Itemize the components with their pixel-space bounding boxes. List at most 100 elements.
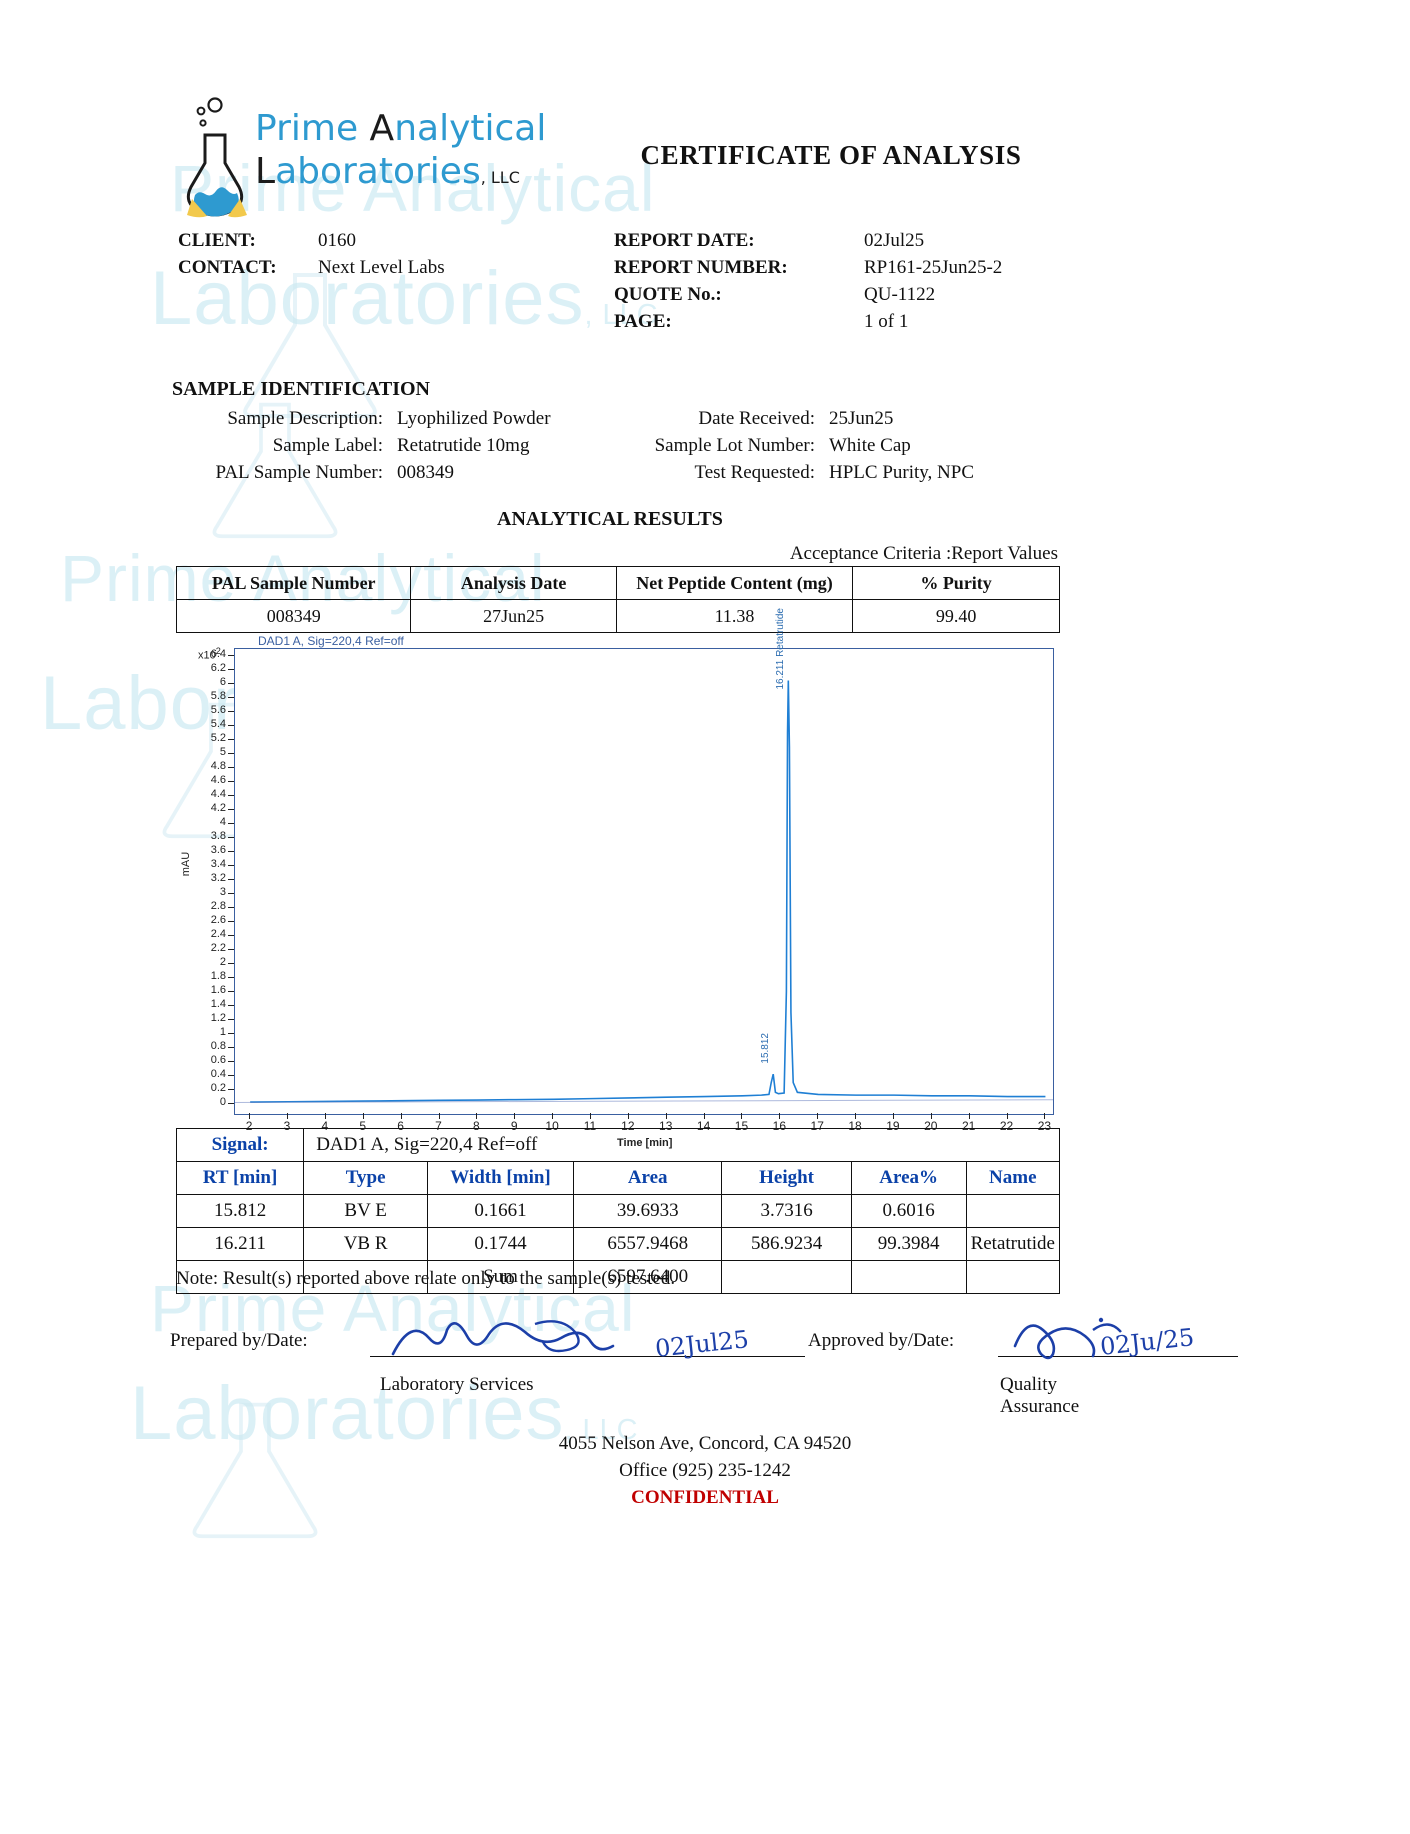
contact-value: Next Level Labs [318,257,445,278]
y-tick-mark [228,836,234,838]
peak-header-row: RT [min] Type Width [min] Area Height Ar… [175,1161,1061,1195]
table-row: 16.211 VB R 0.1744 6557.9468 586.9234 99… [175,1227,1061,1261]
sample-identification-left: Sample Description: Lyophilized Powder Sa… [198,408,551,489]
cell-area: 6557.9468 [572,1227,723,1261]
cell-analysis-date: 27Jun25 [410,599,617,633]
table-row: 008349 27Jun25 11.38 99.40 [175,599,1060,633]
y-tick-mark [228,850,234,852]
x-tick-mark [627,1113,629,1119]
x-tick-mark [779,1113,781,1119]
y-tick-label: 1.6 [210,983,226,996]
sum-label: Sum [427,1260,574,1294]
x-tick-mark [514,1113,516,1119]
cell-percent-purity: 99.40 [852,599,1060,633]
x-tick-mark [741,1113,743,1119]
y-tick-mark [228,1088,234,1090]
report-number-value: RP161-25Jun25-2 [864,257,1003,278]
y-tick-label: 5.2 [210,731,226,744]
y-tick-label: 3.8 [210,829,226,842]
y-tick-mark [228,794,234,796]
y-tick-label: 0.4 [210,1067,226,1080]
y-tick-mark [228,710,234,712]
prepared-by-role: Laboratory Services [380,1374,534,1395]
approved-by-label: Approved by/Date: [808,1330,955,1351]
x-tick-mark [665,1113,667,1119]
col-percent-purity: % Purity [852,566,1060,600]
signal-row: Signal: DAD1 A, Sig=220,4 Ref=off [175,1128,1060,1162]
y-tick-label: 1.8 [210,969,226,982]
page-title: CERTIFICATE OF ANALYSIS [640,140,1022,170]
peak-annotation: 15.812 [760,1033,772,1064]
sum-blank-name [965,1260,1061,1294]
cell-type: VB R [303,1227,429,1261]
cell-area: 39.6933 [572,1194,723,1228]
y-tick-mark [228,864,234,866]
sample-label-value: Retatrutide 10mg [397,435,530,456]
x-tick-mark [892,1113,894,1119]
logo-a: A [369,108,395,149]
y-tick-mark [228,878,234,880]
y-tick-label: 2 [219,955,226,968]
y-tick-label: 4.8 [210,759,226,772]
sum-blank-area-percent [850,1260,967,1294]
x-tick-label: 6 [397,1119,404,1133]
y-tick-mark [228,668,234,670]
col-width: Width [min] [427,1161,574,1195]
y-tick-label: 3.4 [210,857,226,870]
x-tick-mark [855,1113,857,1119]
y-tick-mark [228,654,234,656]
company-name: Prime Analytical Laboratories, LLC [255,107,546,199]
y-tick-mark [228,948,234,950]
col-area: Area [572,1161,723,1195]
company-logo: Prime Analytical Laboratories, LLC [185,95,546,220]
pal-sample-number-label: PAL Sample Number: [215,462,383,483]
footer-address: 4055 Nelson Ave, Concord, CA 94520 [558,1433,852,1454]
cell-height: 3.7316 [721,1194,852,1228]
prepared-by-label: Prepared by/Date: [170,1330,308,1351]
report-number-label: REPORT NUMBER: [614,257,788,278]
report-info-block: REPORT DATE: 02Jul25 REPORT NUMBER: RP161-… [614,230,1002,338]
approved-by-role: Quality Assurance [1000,1374,1080,1417]
cell-area-percent: 99.3984 [850,1227,967,1261]
page-value: 1 of 1 [864,311,909,332]
prepared-by-line [370,1356,805,1358]
x-tick-mark [438,1113,440,1119]
sample-description-value: Lyophilized Powder [397,408,551,429]
y-tick-label: 6.2 [210,661,226,674]
logo-aboratories: aboratories [275,151,481,192]
chromatogram-signal-label: DAD1 A, Sig=220,4 Ref=off [258,634,404,648]
y-tick-mark [228,962,234,964]
x-tick-mark [362,1113,364,1119]
contact-label: CONTACT: [178,257,277,278]
cell-height: 586.9234 [721,1227,852,1261]
header-row: REPORT NUMBER: RP161-25Jun25-2 [614,257,1002,284]
chromatogram-trace [234,680,1054,1103]
cell-name: Retatrutide [965,1227,1061,1261]
chromatogram-y-scale: x102 [198,646,221,662]
y-tick-mark [228,934,234,936]
y-tick-mark [228,724,234,726]
x-tick-mark [930,1113,932,1119]
y-tick-mark [228,906,234,908]
y-tick-label: 0 [219,1095,226,1108]
y-tick-mark [228,1004,234,1006]
approved-by-signature [1013,1317,1122,1360]
cell-rt: 16.211 [175,1227,305,1261]
client-value: 0160 [318,230,356,251]
x-tick-label: 5 [359,1119,367,1133]
y-tick-label: 3.2 [210,871,226,884]
y-tick-mark [228,752,234,754]
x-tick-mark [1006,1113,1008,1119]
table-row: 15.812 BV E 0.1661 39.6933 3.7316 0.6016 [175,1194,1061,1228]
y-tick-label: 4.4 [210,787,226,800]
y-tick-label: 2.4 [210,927,226,940]
col-pal-sample-number: PAL Sample Number [175,566,412,600]
peak-integration-table: Signal: DAD1 A, Sig=220,4 Ref=off RT [mi… [175,1128,1061,1294]
col-rt: RT [min] [175,1161,305,1195]
x-tick-mark [287,1113,289,1119]
x-tick-label: 7 [435,1119,442,1133]
y-tick-mark [228,920,234,922]
sample-label-label: Sample Label: [272,435,383,456]
x-tick-label: 2 [245,1119,253,1133]
y-tick-mark [228,738,234,740]
